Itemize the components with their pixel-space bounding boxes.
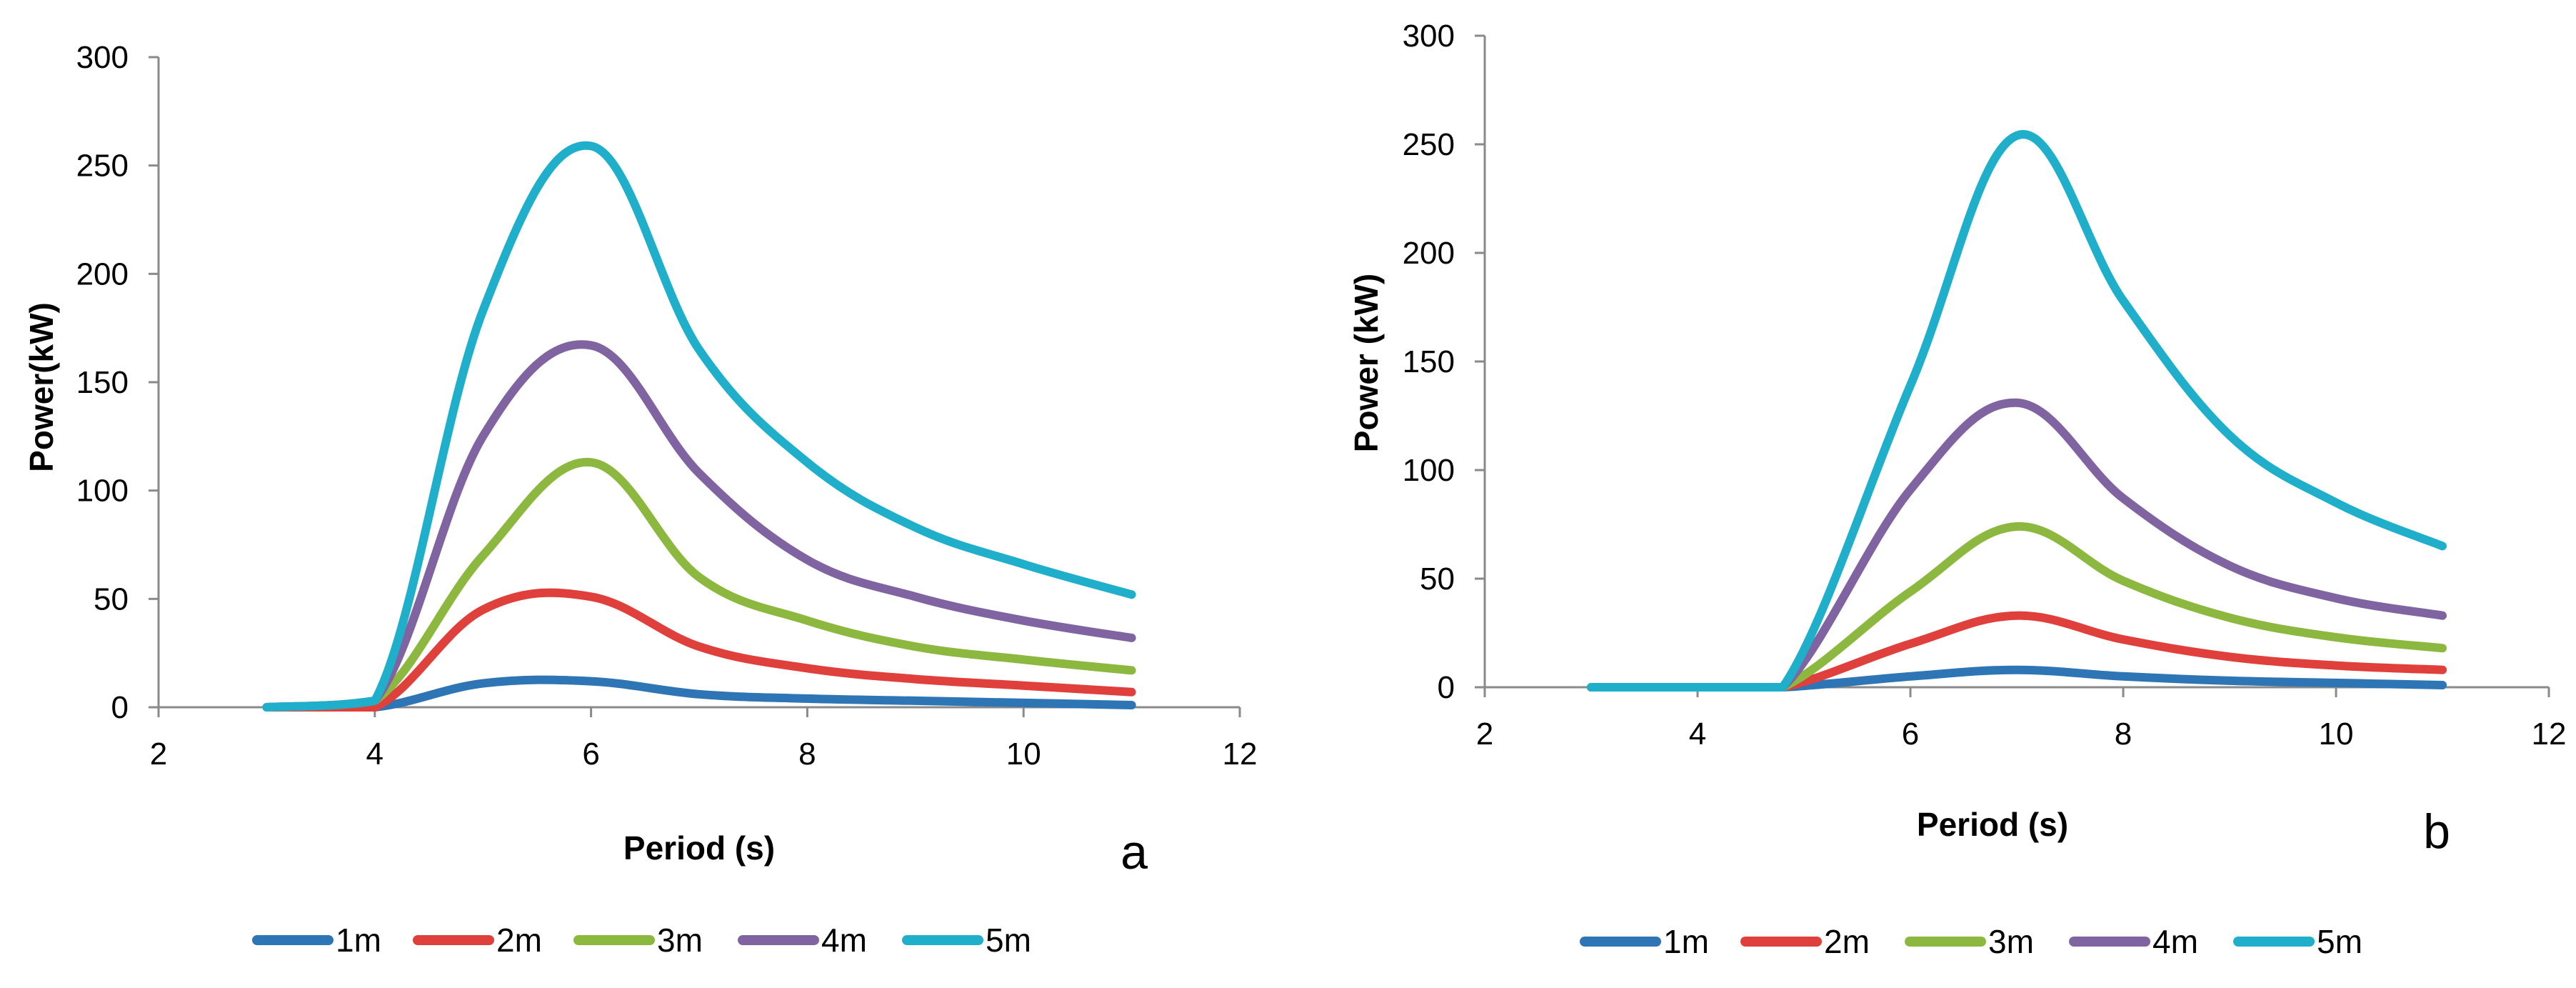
x-tick-label: 8 [2115,717,2132,752]
y-tick-label: 250 [76,149,129,184]
legend-label-2m: 2m [1824,923,1870,960]
series-line-3m-a [262,458,1136,712]
y-tick-label: 300 [76,40,129,75]
x-tick-label: 6 [1902,717,1919,752]
y-tick-label: 300 [1403,19,1455,54]
x-tick-label: 12 [1223,737,1258,772]
axes-a: 0 50 100 150 200 250 300 2 4 6 8 10 12 [76,40,1258,772]
chart-b-svg: 0 50 100 150 200 250 300 2 4 6 8 10 12 Period (s) Po… [1348,19,2567,960]
legend-label-3m: 3m [1988,923,2034,960]
x-axis-title-b: Period (s) [1917,806,2068,843]
series-group-a [262,141,1136,712]
series-line-2m-b [1587,611,2447,692]
y-tick-label: 0 [111,690,129,725]
legend-label-5m: 5m [2317,923,2362,960]
series-line-4m-b [1587,398,2447,692]
y-tick-label: 200 [76,256,129,291]
series-group-b [1587,130,2447,692]
y-axis-title-a: Power(kW) [23,302,60,472]
panel-label-a: a [1121,825,1148,879]
x-tick-label: 4 [366,737,384,772]
y-tick-label: 50 [1420,562,1455,597]
y-tick-label: 200 [1403,236,1455,271]
y-tick-label: 100 [76,474,129,509]
legend-label-4m: 4m [821,922,867,959]
y-tick-label: 100 [1403,453,1455,488]
x-tick-label: 10 [1006,737,1041,772]
y-axis-title-b: Power (kW) [1348,274,1385,452]
y-tick-label: 50 [94,582,129,617]
x-axis-title-a: Period (s) [623,829,775,867]
series-line-2m-a [262,588,1136,712]
series-line-5m-a [262,141,1136,712]
panel-label-b: b [2423,804,2450,859]
legend-label-2m: 2m [496,922,542,959]
x-tick-label: 10 [2319,717,2354,752]
chart-panel-a: 0 50 100 150 200 250 300 2 4 6 8 10 12 Period (s) Po… [23,40,1258,959]
x-tick-label: 6 [582,737,599,772]
legend-label-1m: 1m [1663,923,1709,960]
legend-label-1m: 1m [336,922,381,959]
x-tick-label: 12 [2532,717,2567,752]
x-tick-label: 4 [1689,717,1706,752]
x-tick-label: 2 [150,737,167,772]
legend-label-5m: 5m [986,922,1031,959]
y-tick-label: 150 [1403,344,1455,379]
y-tick-label: 0 [1438,670,1455,705]
y-tick-label: 150 [76,365,129,400]
legend-b: 1m 2m 3m 4m 5m [1580,923,2362,960]
series-line-4m-a [262,340,1136,712]
legend-label-4m: 4m [2152,923,2198,960]
chart-a-svg: 0 50 100 150 200 250 300 2 4 6 8 10 12 Period (s) Po… [23,40,1258,959]
legend-a: 1m 2m 3m 4m 5m [252,922,1031,959]
y-tick-label: 250 [1403,127,1455,162]
x-tick-label: 2 [1476,717,1493,752]
series-line-1m-a [262,675,1136,712]
legend-label-3m: 3m [657,922,703,959]
chart-panel-b: 0 50 100 150 200 250 300 2 4 6 8 10 12 Period (s) Po… [1288,0,2576,988]
x-tick-label: 8 [798,737,816,772]
series-line-5m-b [1587,130,2447,692]
